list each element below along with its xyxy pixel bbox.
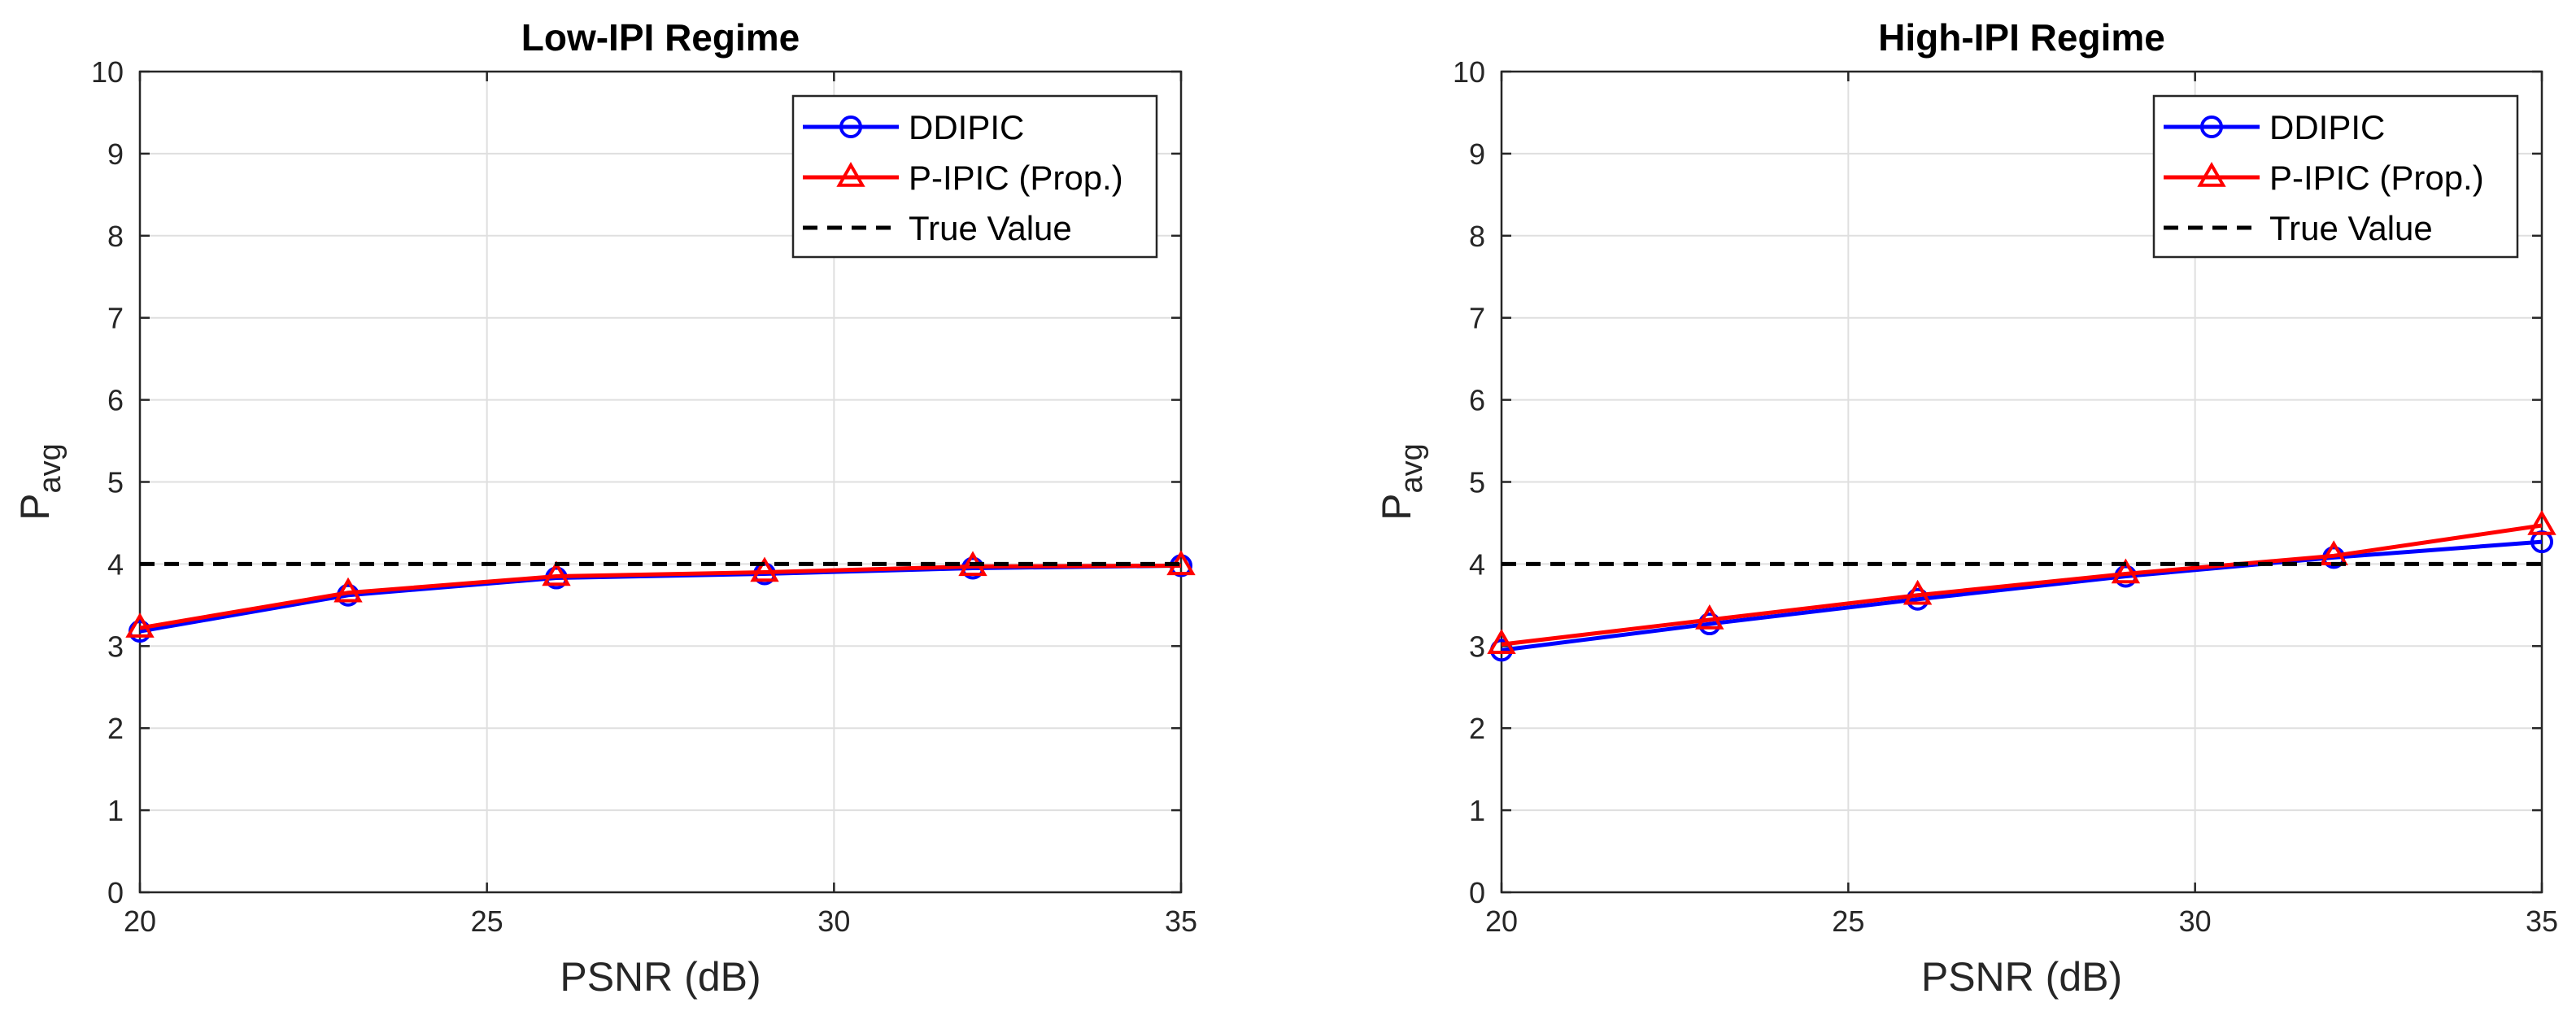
y-tick-label: 9 bbox=[1469, 137, 1485, 171]
x-tick-label: 25 bbox=[471, 904, 503, 938]
chart-low-ipi: 20 25 30 35 0 1 2 3 4 5 6 7 8 9 10 Low-IPI Regime PSNR (… bbox=[12, 16, 1197, 1000]
x-tick-label: 35 bbox=[1165, 904, 1197, 938]
y-tick-label: 5 bbox=[1469, 466, 1485, 499]
y-tick-label: 7 bbox=[1469, 302, 1485, 335]
y-tick-label: 10 bbox=[91, 55, 124, 89]
legend-label-1: P-IPIC (Prop.) bbox=[2269, 159, 2484, 197]
y-tick-label: 4 bbox=[1469, 547, 1485, 581]
y-axis-label: Pavg bbox=[12, 443, 68, 521]
x-tick-label: 20 bbox=[1485, 904, 1518, 938]
y-axis-label-sub: avg bbox=[1395, 443, 1429, 493]
legend-marker-0 bbox=[839, 116, 862, 138]
series-line-1 bbox=[1501, 523, 2543, 647]
x-tick-label: 30 bbox=[817, 904, 850, 938]
y-tick-label: 8 bbox=[107, 220, 124, 253]
series-1-point bbox=[1487, 629, 1516, 655]
legend-label-1: P-IPIC (Prop.) bbox=[909, 159, 1123, 197]
y-tick-label: 3 bbox=[1469, 630, 1485, 663]
legend-marker-0 bbox=[2200, 116, 2223, 138]
y-tick-label: 5 bbox=[107, 466, 124, 499]
series-1-point bbox=[1695, 604, 1724, 630]
series-1-point bbox=[2527, 509, 2556, 535]
y-axis-label: Pavg bbox=[1374, 443, 1429, 521]
legend-label-0: DDIPIC bbox=[909, 108, 1024, 146]
x-tick-label: 30 bbox=[2179, 904, 2212, 938]
y-tick-label: 0 bbox=[107, 876, 124, 909]
y-tick-label: 0 bbox=[1469, 876, 1485, 909]
legend-label-2: True Value bbox=[2269, 209, 2433, 247]
series-1-point bbox=[542, 560, 571, 586]
chart-title: Low-IPI Regime bbox=[521, 16, 800, 59]
y-tick-label: 2 bbox=[1469, 712, 1485, 745]
series-1-point bbox=[750, 556, 779, 582]
x-axis-label: PSNR (dB) bbox=[560, 954, 761, 1000]
legend: DDIPIC P-IPIC (Prop.) True Value bbox=[791, 94, 1158, 259]
y-tick-label: 1 bbox=[1469, 794, 1485, 827]
x-tick-label: 20 bbox=[124, 904, 156, 938]
y-tick-label: 8 bbox=[1469, 220, 1485, 253]
y-tick-label: 3 bbox=[107, 630, 124, 663]
y-tick-label: 9 bbox=[107, 137, 124, 171]
y-tick-label: 10 bbox=[1453, 55, 1485, 89]
series-line-0 bbox=[1501, 539, 2543, 652]
x-tick-label: 35 bbox=[2526, 904, 2558, 938]
y-tick-label: 1 bbox=[107, 794, 124, 827]
legend: DDIPIC P-IPIC (Prop.) True Value bbox=[2152, 94, 2519, 259]
chart-title: High-IPI Regime bbox=[1878, 16, 2165, 59]
y-tick-label: 7 bbox=[107, 302, 124, 335]
series-1-point bbox=[125, 612, 155, 638]
legend-label-2: True Value bbox=[909, 209, 1072, 247]
x-tick-label: 25 bbox=[1832, 904, 1864, 938]
chart-high-ipi: 20 25 30 35 0 1 2 3 4 5 6 7 8 9 10 High-IPI Regime PSNR … bbox=[1374, 16, 2558, 1000]
y-tick-label: 4 bbox=[107, 547, 124, 581]
y-axis-label-sub: avg bbox=[33, 443, 68, 493]
series-1-point bbox=[1903, 579, 1933, 605]
y-axis-label-main: P bbox=[1374, 493, 1419, 520]
legend-label-0: DDIPIC bbox=[2269, 108, 2385, 146]
x-axis-label: PSNR (dB) bbox=[1921, 954, 2122, 1000]
y-tick-label: 6 bbox=[1469, 384, 1485, 417]
y-tick-label: 2 bbox=[107, 712, 124, 745]
legend-marker-1 bbox=[2197, 161, 2226, 187]
y-tick-label: 6 bbox=[107, 384, 124, 417]
series-1-point bbox=[333, 577, 363, 603]
legend-marker-1 bbox=[836, 161, 865, 187]
series-line-1 bbox=[139, 563, 1182, 630]
y-axis-label-main: P bbox=[12, 493, 58, 520]
series-1-point bbox=[2111, 558, 2141, 584]
